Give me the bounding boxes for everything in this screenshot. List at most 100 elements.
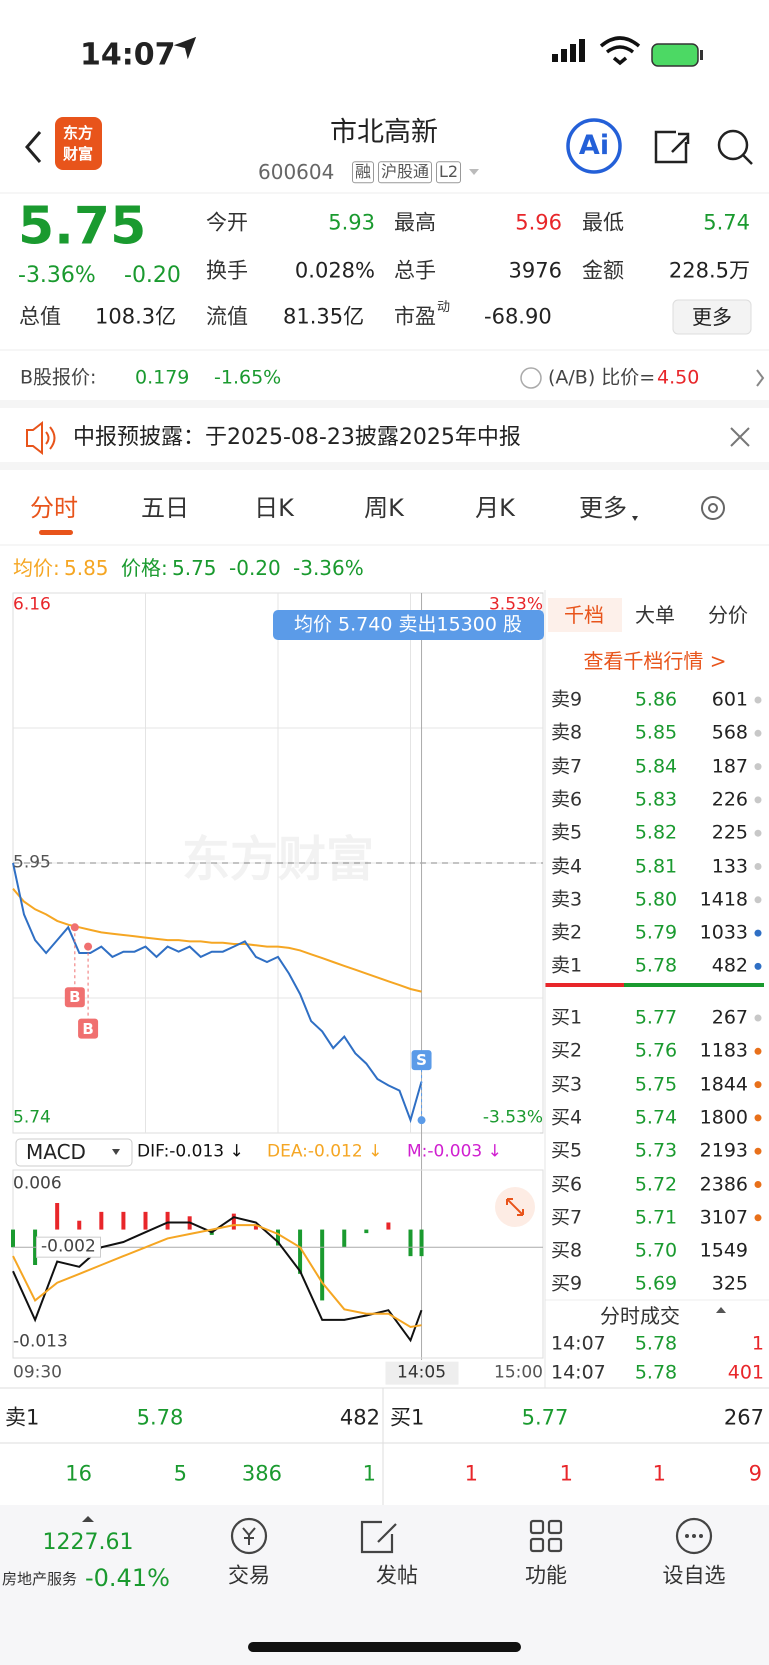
y-tick-label: 5.74 [13,1107,51,1128]
book-link[interactable]: 查看千档行情 > [583,649,727,673]
book-dot [754,829,762,837]
app-logo [55,117,102,170]
tooltip-bg [273,610,544,640]
book-label: 买8 [551,1239,583,1262]
marker-box [64,987,85,1008]
book-volume: 1844 [699,1073,748,1096]
book-price: 5.78 [634,954,678,977]
macd-bar [121,1211,126,1230]
func-icon[interactable] [529,1519,545,1535]
book-volume: 2386 [699,1173,748,1196]
series-line [12,1216,423,1343]
info-text: -3.36% [293,556,364,580]
trade-price: 5.78 [634,1361,678,1384]
back-button[interactable] [25,131,42,163]
speaker-icon [26,420,56,456]
macd-bar [77,1220,82,1230]
bid-price: 5.77 [521,1405,569,1430]
book-tab[interactable]: 分价 [708,603,748,627]
more-button[interactable]: 更多 [692,305,732,329]
ai-button[interactable] [566,118,622,174]
home-indicator [248,1642,521,1652]
trade-price: 5.78 [634,1332,678,1355]
indicator-select[interactable] [15,1138,133,1167]
change: -0.20 [124,262,181,288]
field-label: 总值 [19,304,61,329]
nav-item[interactable]: 设自选 [662,1563,726,1588]
macd-bar [165,1211,170,1230]
book-tab[interactable]: 千档 [564,603,604,627]
ask-label: 卖1 [5,1405,40,1430]
watchlist-icon[interactable] [675,1517,713,1555]
tab[interactable]: 五日 [141,493,189,522]
tick-volume: 1 [464,1461,478,1486]
settings-button[interactable] [701,496,725,520]
tab[interactable]: 周K [364,493,404,522]
more-button[interactable] [672,299,752,335]
battery-cap [700,50,703,60]
book-label: 卖6 [551,788,583,811]
book-label: 买3 [551,1073,583,1096]
b-share-price: 0.179 [135,366,190,389]
field-label: 最低 [582,210,624,235]
field-value: -68.90 [484,304,552,329]
y-tick-label: 5.95 [13,852,51,873]
separator [0,462,769,470]
book-volume: 2193 [699,1139,748,1162]
field-value: 81.35亿 [283,304,365,329]
share-button[interactable] [654,130,690,164]
book-price: 5.75 [634,1073,678,1096]
book-tab[interactable]: 大单 [635,603,675,627]
nav-item[interactable]: 发帖 [376,1563,418,1588]
tooltip: 均价 5.740 卖出15300 股 [294,613,522,636]
book-label: 卖4 [551,855,583,878]
book-volume: 601 [711,688,748,711]
help-icon[interactable] [520,367,542,389]
nav-item[interactable]: 功能 [525,1563,567,1588]
book-price: 5.74 [634,1106,678,1129]
close-button[interactable] [730,427,750,447]
indicator-legend: M:-0.003 ↓ [407,1141,502,1162]
signal [552,39,585,62]
post-icon[interactable] [360,1520,397,1554]
book-price: 5.76 [634,1039,678,1062]
trade-icon[interactable] [230,1517,268,1555]
marker-box [78,1018,99,1039]
stock-code: 600604 [258,160,335,184]
info-text: 价格: [121,556,168,580]
location-icon [173,36,197,60]
book-volume: 1033 [699,921,748,944]
watermark: 东方财富 [181,831,375,888]
x-tick-label: 09:30 [13,1362,62,1383]
dropdown-arrow [632,516,638,521]
info-text: 5.85 [64,556,109,580]
tab[interactable]: 日K [254,493,294,522]
macd-bar [231,1213,236,1230]
ask-price: 5.78 [136,1405,184,1430]
field-label: 今开 [206,210,248,235]
book-volume: 568 [711,721,748,744]
field-value: 3976 [508,258,562,283]
notice[interactable]: 中报预披露：于2025-08-23披露2025年中报 [73,424,521,450]
book-dot [754,796,762,804]
indicator-name[interactable]: MACD [26,1140,86,1164]
book-label: 买1 [551,1006,583,1029]
tick-volume: 386 [241,1461,282,1486]
last-price: 5.75 [18,196,147,257]
nav-item[interactable]: 交易 [228,1563,270,1588]
series-line [12,888,422,993]
ai-label[interactable]: Ai [578,130,610,162]
logo-text: 财富 [62,144,94,163]
book-price: 5.86 [634,688,678,711]
clock: 14:07 [80,37,176,73]
field-value: 5.74 [703,210,750,235]
book-dot [754,1147,762,1155]
tab[interactable]: 月K [475,493,515,522]
wifi [599,36,641,66]
tab[interactable]: 更多 [579,493,627,522]
tab[interactable]: 分时 [30,493,78,522]
trade-volume: 401 [727,1361,764,1384]
search-button[interactable] [717,129,749,161]
macd-bar [11,1229,15,1248]
